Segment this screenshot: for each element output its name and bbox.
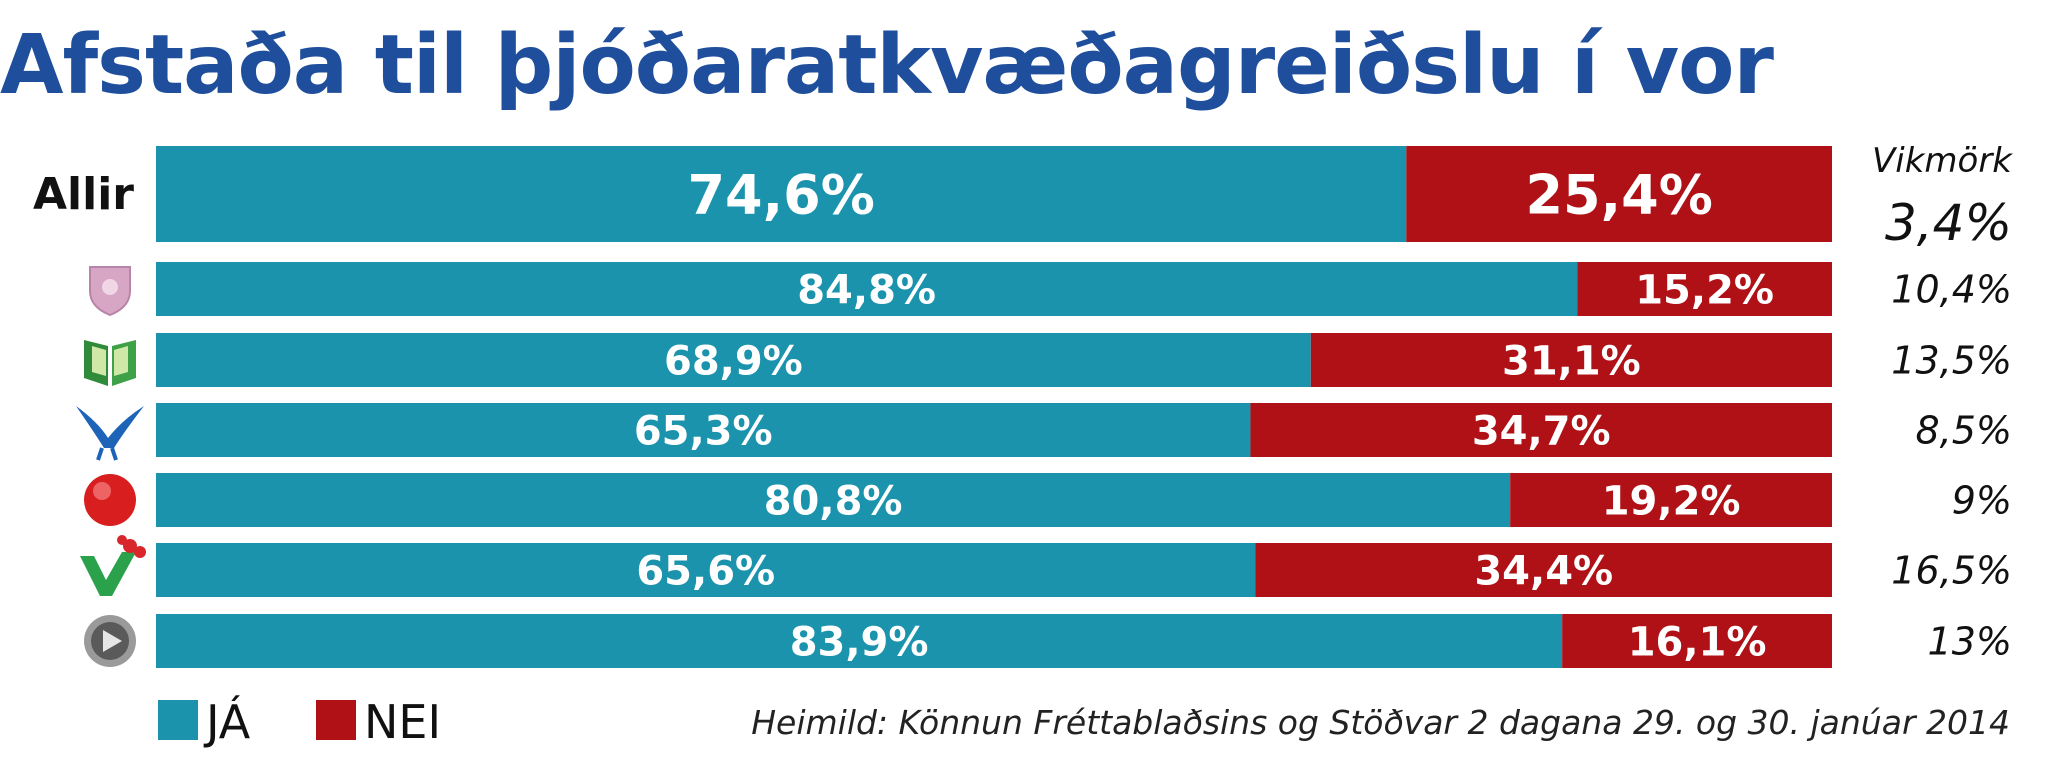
legend: JÁ NEI <box>158 695 441 749</box>
label-ja-row-5: 65,6% <box>636 548 775 594</box>
bar-nei-row-5 <box>1255 543 1832 597</box>
party-red-rose-logo-icon <box>84 474 136 526</box>
party-open-book-logo-icon <box>84 340 136 386</box>
bar-ja-row-1 <box>156 262 1578 316</box>
margin-of-error-row-3: 8,5% <box>1915 409 2012 453</box>
bar-nei-row-2 <box>1310 333 1832 387</box>
label-nei-row-2: 31,1% <box>1502 338 1641 384</box>
chart-title: Afstaða til þjóðaratkvæðagreiðslu í vor <box>0 18 1774 113</box>
margin-of-error-row-4: 9% <box>1952 479 2012 523</box>
label-nei-row-0: 25,4% <box>1525 163 1712 226</box>
bar-nei-row-4 <box>1510 473 1832 527</box>
source-note: Heimild: Könnun Fréttablaðsins og Stöðva… <box>751 703 2010 742</box>
label-nei-row-3: 34,7% <box>1472 408 1611 454</box>
label-nei-row-1: 15,2% <box>1635 267 1774 313</box>
legend-label-0: JÁ <box>203 695 251 749</box>
margin-of-error-header: Vikmörk <box>1872 141 2013 181</box>
bar-ja-row-2 <box>156 333 1311 387</box>
label-nei-row-5: 34,4% <box>1474 548 1613 594</box>
label-nei-row-4: 19,2% <box>1602 478 1741 524</box>
party-green-v-flower-logo-icon <box>80 535 146 596</box>
label-ja-row-3: 65,3% <box>634 408 773 454</box>
bar-ja-row-5 <box>156 543 1256 597</box>
margin-of-error-column: 3,4% 10,4% 13,5% 8,5% 9% 16,5% 13% Vikmörk <box>1872 141 2013 664</box>
margin-of-error-row-5: 16,5% <box>1891 549 2012 593</box>
party-grey-play-button-logo-icon <box>84 615 136 667</box>
legend-swatch-0 <box>158 700 198 740</box>
label-ja-row-2: 68,9% <box>664 338 803 384</box>
margin-of-error-row-6: 13% <box>1928 620 2012 664</box>
label-ja-row-6: 83,9% <box>790 619 929 665</box>
bar-ja-row-0 <box>156 146 1407 242</box>
bar-nei-row-1 <box>1577 262 1832 316</box>
margin-of-error-row-2: 13,5% <box>1891 339 2012 383</box>
party-blue-bird-logo-icon <box>76 406 144 461</box>
bar-ja-row-4 <box>156 473 1511 527</box>
row-icons: Allir <box>33 169 146 667</box>
legend-label-1: NEI <box>364 695 441 749</box>
label-ja-row-0: 74,6% <box>687 163 874 226</box>
margin-of-error-row-0: 3,4% <box>1885 194 2012 252</box>
bar-ja-row-3 <box>156 403 1251 457</box>
label-ja-row-1: 84,8% <box>797 267 936 313</box>
bars <box>156 146 1832 668</box>
bar-labels: 74,6% 25,4% 84,8% 15,2% 68,9% 31,1% 65,3% 34,7%… <box>634 163 1774 665</box>
bar-nei-row-3 <box>1250 403 1832 457</box>
bar-ja-row-6 <box>156 614 1563 668</box>
bar-nei-row-0 <box>1406 146 1832 242</box>
party-shield-logo-icon <box>89 266 131 317</box>
legend-swatch-1 <box>316 700 356 740</box>
margin-of-error-row-1: 10,4% <box>1891 268 2012 312</box>
label-ja-row-4: 80,8% <box>764 478 903 524</box>
label-nei-row-6: 16,1% <box>1628 619 1767 665</box>
row-label-0: Allir <box>33 169 134 220</box>
bar-nei-row-6 <box>1562 614 1832 668</box>
